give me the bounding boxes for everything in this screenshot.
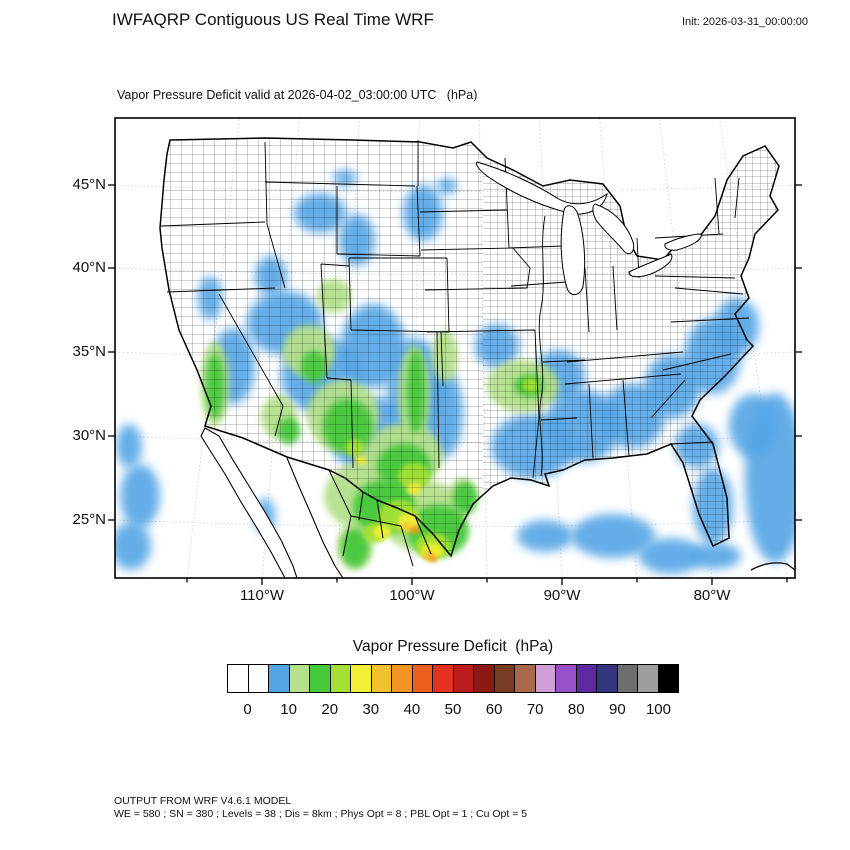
vpd-field-blob [341,529,369,567]
lat-axis-label: 35°N [72,343,106,360]
graticule-line [479,118,488,578]
colorbar-tick-label: 60 [485,701,503,718]
colorbar-segment [351,665,372,692]
colorbar-segment [371,665,392,692]
colorbar-segment [269,665,290,692]
colorbar-segment [248,665,269,692]
colorbar-segment [535,665,556,692]
cuba-coastline [750,562,795,571]
colorbar-segment [433,665,454,692]
lon-axis-label: 110°W [239,587,285,604]
colorbar-tick-label: 0 [243,701,252,718]
lake-erie [628,253,673,278]
footer-line-1: OUTPUT FROM WRF V4.6.1 MODEL [114,795,292,807]
colorbar-title: Vapor Pressure Deficit (hPa) [352,638,554,655]
axis-ticks [108,184,802,585]
colorbar-segment [289,665,310,692]
colorbar-tick-label: 50 [444,701,462,718]
vpd-field-blob [401,522,411,530]
lake-ontario [664,233,702,251]
map-area [103,106,807,590]
lat-axis-label: 25°N [72,511,106,528]
colorbar-segment [453,665,474,692]
mexico-borders [200,427,795,578]
vpd-field-blob [115,522,151,570]
footer-text: OUTPUT FROM WRF V4.6.1 MODEL WE = 580 ; … [114,795,527,821]
colorbar-segment [412,665,433,692]
colorbar-segment [494,665,515,692]
lon-axis-label: 90°W [543,587,581,604]
vpd-field-blob [689,543,741,569]
great-lakes [476,161,702,295]
colorbar-tick-label: 40 [403,701,421,718]
colorbar-segment [617,665,638,692]
colorbar-segment [638,665,659,692]
lat-axis-label: 40°N [72,259,106,276]
colorbar-segment [228,665,249,692]
colorbar-tick-label: 30 [362,701,380,718]
lake-michigan [560,205,586,295]
colorbar-segment [515,665,536,692]
colorbar-segment [597,665,618,692]
vpd-field-blob [429,556,437,562]
colorbar-segment [658,665,678,692]
colorbar [227,664,679,693]
plot-frame [114,117,796,579]
colorbar-labels: 0 10 20 30 40 50 60 70 80 90 100 [227,701,679,721]
lon-axis-label: 100°W [389,587,435,604]
vpd-field-blob [120,464,160,528]
graticule-line [539,118,563,578]
colorbar-tick-label: 70 [526,701,544,718]
lon-axis-label: 80°W [693,587,731,604]
footer-line-2: WE = 580 ; SN = 380 ; Levels = 38 ; Dis … [114,808,528,820]
colorbar-tick-label: 10 [280,701,297,718]
graticule-line [186,118,240,578]
vpd-field-blob [116,424,142,468]
colorbar-segment [556,665,577,692]
colorbar-segment [330,665,351,692]
init-timestamp: Init: 2026-03-31_00:00:00 [682,16,808,28]
colorbar-tick-label: 100 [645,701,671,718]
lat-axis-label: 30°N [72,427,106,444]
lake-huron [592,203,635,255]
lat-axis-label: 45°N [72,176,106,193]
colorbar-tick-label: 80 [567,701,585,718]
vpd-field-blob [639,538,703,574]
lake-superior [476,161,608,215]
plot-subtitle: Vapor Pressure Deficit valid at 2026-04-… [117,88,478,102]
colorbar-segment [474,665,495,692]
colorbar-tick-label: 90 [609,701,626,718]
colorbar-segment [310,665,331,692]
vpd-field-blob [729,394,777,458]
vpd-field-blob [571,514,655,558]
colorbar-segment [392,665,413,692]
colorbar-segment [576,665,597,692]
vpd-field-blob [410,526,420,534]
page-title: IWFAQRP Contiguous US Real Time WRF [112,10,434,29]
colorbar-tick-label: 20 [321,701,339,718]
state-borders [160,140,750,479]
baja-peninsula [200,427,298,578]
vpd-field-blob [517,520,573,552]
map-svg [108,117,802,585]
